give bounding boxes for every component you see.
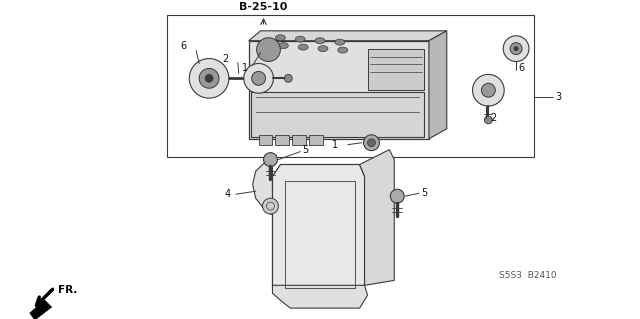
Ellipse shape xyxy=(315,38,325,44)
Text: 6: 6 xyxy=(180,41,186,51)
Circle shape xyxy=(503,36,529,62)
Circle shape xyxy=(390,189,404,203)
Bar xyxy=(168,15,534,157)
Circle shape xyxy=(199,69,219,88)
Circle shape xyxy=(367,139,376,147)
Circle shape xyxy=(244,63,273,93)
Text: S5S3  B2410: S5S3 B2410 xyxy=(499,271,557,280)
Text: 6: 6 xyxy=(518,63,524,73)
Text: FR.: FR. xyxy=(58,285,77,295)
Bar xyxy=(275,135,289,145)
Circle shape xyxy=(481,83,495,97)
Text: 3: 3 xyxy=(556,92,562,102)
Circle shape xyxy=(264,152,277,167)
Ellipse shape xyxy=(335,39,345,45)
Bar xyxy=(249,41,429,139)
Text: 2: 2 xyxy=(223,54,229,63)
Bar xyxy=(367,48,424,90)
Circle shape xyxy=(284,74,292,82)
Ellipse shape xyxy=(295,36,305,42)
Polygon shape xyxy=(429,31,447,139)
Ellipse shape xyxy=(278,43,288,48)
Circle shape xyxy=(252,71,266,85)
Bar xyxy=(251,92,424,137)
Text: 1: 1 xyxy=(241,63,248,73)
Circle shape xyxy=(364,135,380,151)
Ellipse shape xyxy=(318,46,328,52)
Ellipse shape xyxy=(338,47,348,53)
Bar xyxy=(259,135,273,145)
Circle shape xyxy=(189,58,229,98)
Text: 2: 2 xyxy=(490,113,497,123)
Polygon shape xyxy=(253,164,292,216)
Text: 5: 5 xyxy=(421,188,428,198)
Text: 1: 1 xyxy=(332,140,338,150)
Circle shape xyxy=(262,198,278,214)
Circle shape xyxy=(510,43,522,55)
Circle shape xyxy=(257,38,280,62)
Polygon shape xyxy=(273,285,367,308)
Ellipse shape xyxy=(298,44,308,50)
Polygon shape xyxy=(249,31,447,41)
Text: 4: 4 xyxy=(225,189,231,199)
Text: B-25-10: B-25-10 xyxy=(239,2,288,12)
Bar xyxy=(292,135,306,145)
Ellipse shape xyxy=(275,35,285,41)
Circle shape xyxy=(472,74,504,106)
Text: 5: 5 xyxy=(302,145,308,155)
Circle shape xyxy=(514,46,518,51)
Polygon shape xyxy=(30,300,52,319)
Polygon shape xyxy=(273,165,365,295)
Circle shape xyxy=(205,74,213,82)
Circle shape xyxy=(484,116,492,124)
Polygon shape xyxy=(360,150,394,285)
Bar xyxy=(309,135,323,145)
